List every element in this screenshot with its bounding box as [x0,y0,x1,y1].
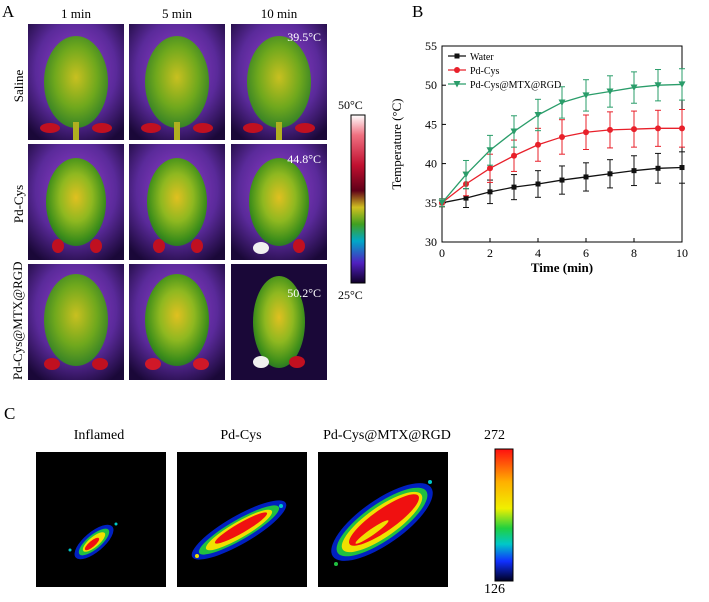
y-tick-label: 30 [425,235,437,249]
data-point-water [631,168,637,174]
fluorescence-colorbar [494,448,514,582]
thermal-image-saline-5min [129,24,225,140]
data-point-pd-cys-mtx-rgd [534,111,542,119]
panel-c-title-inflamed: Inflamed [73,428,125,443]
thermal-image-mtx-rgd-10min: 50.2°C [231,264,327,380]
thermal-image-saline-1min [28,24,124,140]
x-tick-label: 6 [583,246,589,260]
data-point-water [487,189,493,195]
y-tick-label: 50 [425,78,437,92]
column-header-10min: 10 min [260,6,298,21]
data-point-pd-cys-mtx-rgd [510,128,518,135]
temperature-readout-mtx-rgd: 50.2°C [287,286,321,300]
x-tick-label: 10 [676,246,688,260]
fluorescence-image-pd-cys [177,452,307,587]
colorbar-min-label: 25°C [338,288,363,302]
thermal-image-mtx-rgd-5min [129,264,225,380]
y-tick-label: 40 [425,157,437,171]
thermal-colorbar [350,114,366,284]
x-tick-label: 2 [487,246,493,260]
data-point-pd-cys-mtx-rgd [606,88,614,95]
legend-label-pd-cys: Pd-Cys [470,66,500,77]
data-point-water [607,171,613,177]
fluorescence-image-inflamed [36,452,166,587]
temperature-readout-pd-cys: 44.8°C [287,152,321,166]
data-point-pd-cys [631,126,637,133]
y-tick-label: 55 [425,39,437,53]
data-point-pd-cys-mtx-rgd [630,84,638,92]
legend-marker-pd-cys-mtx-rgd [453,81,461,88]
data-point-water [511,184,517,190]
data-point-pd-cys [559,133,565,140]
legend-marker-water [454,53,460,59]
temperature-line-chart: 30 35 40 45 50 55 0 2 4 6 8 10 Time (min) Temperature… [389,39,688,275]
legend-marker-pd-cys [454,67,460,73]
x-tick-label: 8 [631,246,637,260]
colorbar-max-label: 50°C [338,98,363,112]
y-axis-label: Temperature (°C) [389,98,404,189]
data-point-pd-cys-mtx-rgd [462,171,470,179]
thermal-image-mtx-rgd-1min [28,264,124,380]
temperature-readout-saline: 39.5°C [287,30,321,44]
x-tick-label: 4 [535,246,541,260]
data-point-pd-cys [511,152,517,159]
legend-label-water: Water [470,52,494,63]
thermal-image-saline-10min: 39.5°C [231,24,327,140]
row-header-pd-cys: Pd-Cys [11,184,26,224]
y-tick-label: 35 [425,196,437,210]
fluorescence-scale-max: 272 [484,428,505,443]
fluorescence-scale-min: 126 [484,582,505,597]
data-point-pd-cys-mtx-rgd [486,147,494,154]
data-point-pd-cys [679,125,685,132]
y-tick-label: 45 [425,117,437,131]
data-point-pd-cys [655,125,661,132]
data-point-pd-cys-mtx-rgd [654,82,662,89]
data-point-pd-cys [607,126,613,133]
thermal-image-pd-cys-1min [28,144,124,260]
panel-b-letter: B [412,2,424,21]
data-point-water [463,195,469,201]
row-header-saline: Saline [11,69,26,103]
column-header-1min: 1 min [61,6,91,21]
x-tick-label: 0 [439,246,445,260]
data-point-water [559,177,565,183]
data-point-pd-cys-mtx-rgd [438,199,446,207]
row-header-pd-cys-mtx-rgd: Pd-Cys@MTX@RGD [10,261,25,380]
data-point-water [583,174,589,180]
data-point-pd-cys-mtx-rgd [558,99,566,106]
data-point-pd-cys-mtx-rgd [582,92,590,99]
data-point-water [679,165,685,171]
data-point-pd-cys [487,165,493,172]
panel-c-title-pd-cys-mtx-rgd: Pd-Cys@MTX@RGD [323,428,451,443]
thermal-image-pd-cys-10min: 44.8°C [231,144,327,260]
data-point-water [535,181,541,187]
column-header-5min: 5 min [162,6,192,21]
data-point-water [655,165,661,171]
fluorescence-image-pd-cys-mtx-rgd [318,452,448,587]
thermal-image-pd-cys-5min [129,144,225,260]
panel-a-letter: A [2,2,15,21]
data-point-pd-cys [583,129,589,136]
panel-c-letter: C [4,404,16,423]
data-point-pd-cys-mtx-rgd [678,81,686,88]
data-point-pd-cys [535,141,541,148]
panel-c-title-pd-cys: Pd-Cys [220,428,262,443]
legend-label-pd-cys-mtx-rgd: Pd-Cys@MTX@RGD [470,80,561,91]
x-axis-label: Time (min) [531,260,593,275]
